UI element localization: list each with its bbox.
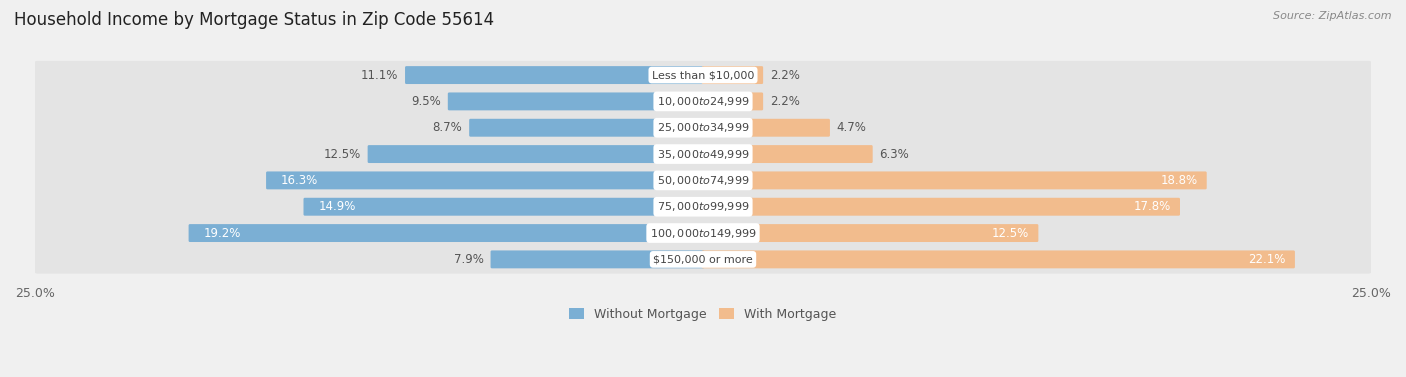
FancyBboxPatch shape — [34, 245, 1372, 274]
Text: 4.7%: 4.7% — [837, 121, 866, 134]
Text: 18.8%: 18.8% — [1160, 174, 1198, 187]
FancyBboxPatch shape — [266, 172, 704, 189]
Text: 9.5%: 9.5% — [412, 95, 441, 108]
FancyBboxPatch shape — [702, 66, 763, 84]
FancyBboxPatch shape — [188, 224, 704, 242]
FancyBboxPatch shape — [34, 113, 1372, 142]
FancyBboxPatch shape — [702, 198, 1180, 216]
FancyBboxPatch shape — [34, 87, 1372, 116]
FancyBboxPatch shape — [702, 250, 1295, 268]
Text: 2.2%: 2.2% — [770, 69, 800, 81]
Text: 12.5%: 12.5% — [323, 147, 361, 161]
Text: 22.1%: 22.1% — [1249, 253, 1285, 266]
Text: $25,000 to $34,999: $25,000 to $34,999 — [657, 121, 749, 134]
FancyBboxPatch shape — [304, 198, 704, 216]
Text: 6.3%: 6.3% — [879, 147, 910, 161]
Text: 14.9%: 14.9% — [318, 200, 356, 213]
Text: Source: ZipAtlas.com: Source: ZipAtlas.com — [1274, 11, 1392, 21]
FancyBboxPatch shape — [34, 140, 1372, 168]
Text: 11.1%: 11.1% — [361, 69, 398, 81]
FancyBboxPatch shape — [34, 193, 1372, 221]
Text: 8.7%: 8.7% — [433, 121, 463, 134]
FancyBboxPatch shape — [447, 92, 704, 110]
Text: 12.5%: 12.5% — [991, 227, 1029, 239]
Text: $75,000 to $99,999: $75,000 to $99,999 — [657, 200, 749, 213]
Text: $100,000 to $149,999: $100,000 to $149,999 — [650, 227, 756, 239]
Text: 2.2%: 2.2% — [770, 95, 800, 108]
FancyBboxPatch shape — [702, 92, 763, 110]
FancyBboxPatch shape — [367, 145, 704, 163]
Text: 16.3%: 16.3% — [281, 174, 318, 187]
Text: 7.9%: 7.9% — [454, 253, 484, 266]
FancyBboxPatch shape — [702, 145, 873, 163]
Text: Household Income by Mortgage Status in Zip Code 55614: Household Income by Mortgage Status in Z… — [14, 11, 494, 29]
FancyBboxPatch shape — [702, 119, 830, 137]
FancyBboxPatch shape — [34, 219, 1372, 247]
Text: Less than $10,000: Less than $10,000 — [652, 70, 754, 80]
Text: $50,000 to $74,999: $50,000 to $74,999 — [657, 174, 749, 187]
Text: $35,000 to $49,999: $35,000 to $49,999 — [657, 147, 749, 161]
FancyBboxPatch shape — [702, 172, 1206, 189]
Text: 19.2%: 19.2% — [204, 227, 240, 239]
Text: $150,000 or more: $150,000 or more — [654, 254, 752, 264]
Legend: Without Mortgage, With Mortgage: Without Mortgage, With Mortgage — [564, 303, 842, 326]
FancyBboxPatch shape — [405, 66, 704, 84]
FancyBboxPatch shape — [34, 166, 1372, 195]
FancyBboxPatch shape — [491, 250, 704, 268]
FancyBboxPatch shape — [702, 224, 1039, 242]
Text: 17.8%: 17.8% — [1133, 200, 1171, 213]
FancyBboxPatch shape — [34, 61, 1372, 89]
Text: $10,000 to $24,999: $10,000 to $24,999 — [657, 95, 749, 108]
FancyBboxPatch shape — [470, 119, 704, 137]
